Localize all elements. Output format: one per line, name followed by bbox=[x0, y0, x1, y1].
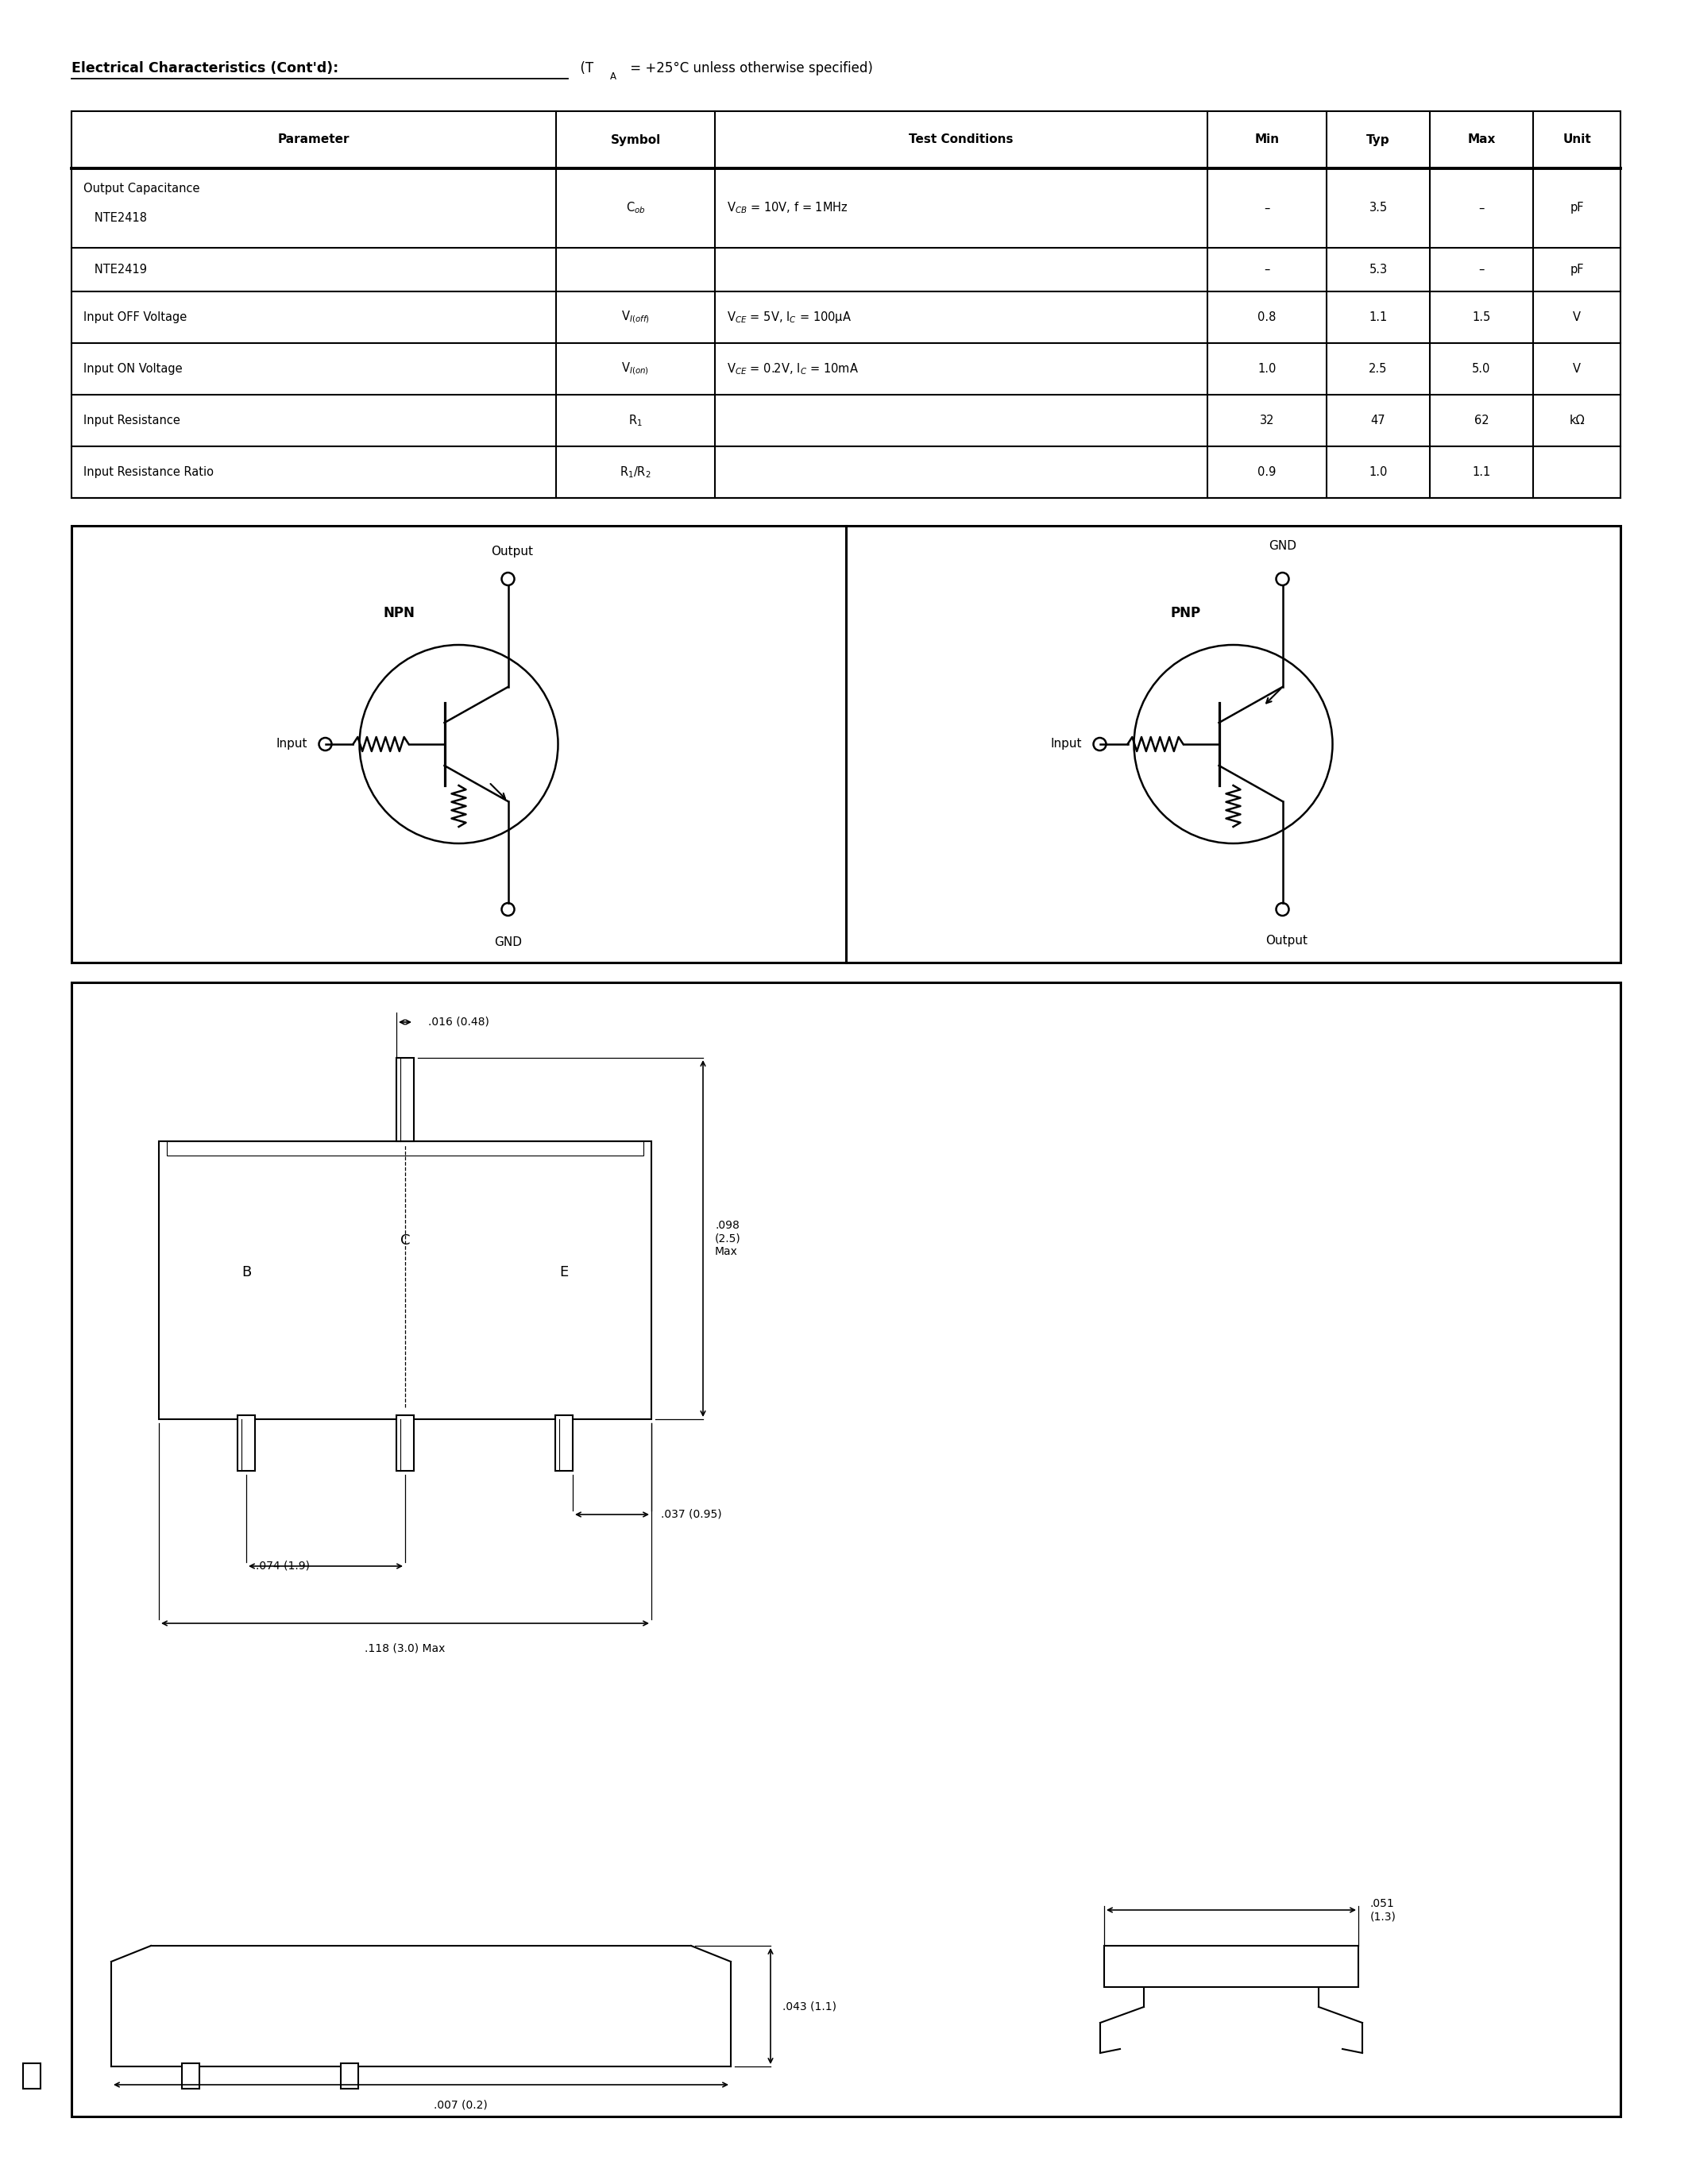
Text: V: V bbox=[1573, 312, 1580, 323]
Text: Output Capacitance: Output Capacitance bbox=[83, 183, 199, 194]
Text: 1.1: 1.1 bbox=[1369, 312, 1388, 323]
Text: V$_{I(on)}$: V$_{I(on)}$ bbox=[621, 360, 650, 376]
Text: Input Resistance Ratio: Input Resistance Ratio bbox=[83, 465, 214, 478]
Text: V$_{CE}$ = 5V, I$_C$ = 100μA: V$_{CE}$ = 5V, I$_C$ = 100μA bbox=[728, 310, 852, 325]
Bar bbox=[167, 1142, 643, 1155]
Text: V: V bbox=[1573, 363, 1580, 376]
Bar bbox=[1104, 1946, 1359, 1987]
Text: .043 (1.1): .043 (1.1) bbox=[783, 2001, 837, 2011]
Text: 1.5: 1.5 bbox=[1472, 312, 1491, 323]
Text: GND: GND bbox=[1269, 539, 1296, 553]
Text: 5.3: 5.3 bbox=[1369, 264, 1388, 275]
Text: Electrical Characteristics (Cont'd):: Electrical Characteristics (Cont'd): bbox=[71, 61, 339, 76]
Text: Input ON Voltage: Input ON Voltage bbox=[83, 363, 182, 376]
Text: NPN: NPN bbox=[383, 605, 415, 620]
Text: .037 (0.95): .037 (0.95) bbox=[662, 1509, 722, 1520]
Text: R$_1$: R$_1$ bbox=[628, 413, 643, 428]
Text: .016 (0.48): .016 (0.48) bbox=[429, 1016, 490, 1029]
Text: NTE2419: NTE2419 bbox=[83, 264, 147, 275]
Text: 0.9: 0.9 bbox=[1258, 465, 1276, 478]
Bar bbox=[159, 1142, 652, 1420]
Text: –: – bbox=[1479, 264, 1484, 275]
Text: .007 (0.2): .007 (0.2) bbox=[434, 2099, 488, 2110]
Text: Typ: Typ bbox=[1367, 133, 1389, 146]
Bar bbox=[238, 1415, 255, 1470]
Text: 3.5: 3.5 bbox=[1369, 203, 1388, 214]
Text: = +25°C unless otherwise specified): = +25°C unless otherwise specified) bbox=[626, 61, 873, 76]
Text: 2.5: 2.5 bbox=[1369, 363, 1388, 376]
Bar bbox=[182, 2064, 199, 2088]
Text: 1.1: 1.1 bbox=[1472, 465, 1491, 478]
Text: 5.0: 5.0 bbox=[1472, 363, 1491, 376]
Text: 1.0: 1.0 bbox=[1258, 363, 1276, 376]
Text: NTE2418: NTE2418 bbox=[83, 212, 147, 225]
Text: 32: 32 bbox=[1259, 415, 1274, 426]
Text: (T: (T bbox=[572, 61, 594, 76]
Text: kΩ: kΩ bbox=[1570, 415, 1585, 426]
Text: –: – bbox=[1479, 203, 1484, 214]
Text: –: – bbox=[1264, 203, 1269, 214]
Text: E: E bbox=[559, 1265, 569, 1280]
Text: Test Conditions: Test Conditions bbox=[908, 133, 1013, 146]
Text: GND: GND bbox=[495, 937, 522, 948]
Text: PNP: PNP bbox=[1170, 605, 1200, 620]
Text: .074 (1.9): .074 (1.9) bbox=[257, 1562, 311, 1572]
Text: V$_{CB}$ = 10V, f = 1MHz: V$_{CB}$ = 10V, f = 1MHz bbox=[728, 201, 849, 216]
Text: B: B bbox=[241, 1265, 252, 1280]
Bar bbox=[341, 2064, 358, 2088]
Text: Input: Input bbox=[1052, 738, 1082, 749]
Text: 1.0: 1.0 bbox=[1369, 465, 1388, 478]
Text: V$_{CE}$ = 0.2V, I$_C$ = 10mA: V$_{CE}$ = 0.2V, I$_C$ = 10mA bbox=[728, 363, 859, 376]
Text: Input Resistance: Input Resistance bbox=[83, 415, 181, 426]
Text: 47: 47 bbox=[1371, 415, 1386, 426]
Text: pF: pF bbox=[1570, 264, 1583, 275]
Text: Symbol: Symbol bbox=[611, 133, 660, 146]
Text: V$_{I(off)}$: V$_{I(off)}$ bbox=[621, 310, 650, 325]
Text: 0.8: 0.8 bbox=[1258, 312, 1276, 323]
Text: .051
(1.3): .051 (1.3) bbox=[1371, 1898, 1396, 1922]
Text: –: – bbox=[1264, 264, 1269, 275]
Bar bbox=[71, 526, 1620, 963]
Text: Output: Output bbox=[491, 546, 533, 557]
Text: pF: pF bbox=[1570, 203, 1583, 214]
Text: .098
(2.5)
Max: .098 (2.5) Max bbox=[716, 1221, 741, 1258]
Text: 62: 62 bbox=[1474, 415, 1489, 426]
Text: Input: Input bbox=[277, 738, 307, 749]
Text: Min: Min bbox=[1254, 133, 1280, 146]
Bar bbox=[397, 1057, 414, 1142]
Text: Unit: Unit bbox=[1563, 133, 1592, 146]
Bar bbox=[71, 983, 1620, 2116]
Text: C$_{ob}$: C$_{ob}$ bbox=[626, 201, 645, 216]
Bar bbox=[71, 111, 1620, 498]
Bar bbox=[24, 2064, 41, 2088]
Text: Output: Output bbox=[1266, 935, 1308, 946]
Text: A: A bbox=[609, 72, 616, 81]
Bar bbox=[555, 1415, 572, 1470]
Text: Input OFF Voltage: Input OFF Voltage bbox=[83, 312, 187, 323]
Text: C: C bbox=[400, 1234, 410, 1247]
Bar bbox=[397, 1415, 414, 1470]
Text: Max: Max bbox=[1467, 133, 1496, 146]
Text: Parameter: Parameter bbox=[279, 133, 349, 146]
Text: .118 (3.0) Max: .118 (3.0) Max bbox=[365, 1642, 446, 1653]
Text: R$_1$/R$_2$: R$_1$/R$_2$ bbox=[619, 465, 652, 480]
